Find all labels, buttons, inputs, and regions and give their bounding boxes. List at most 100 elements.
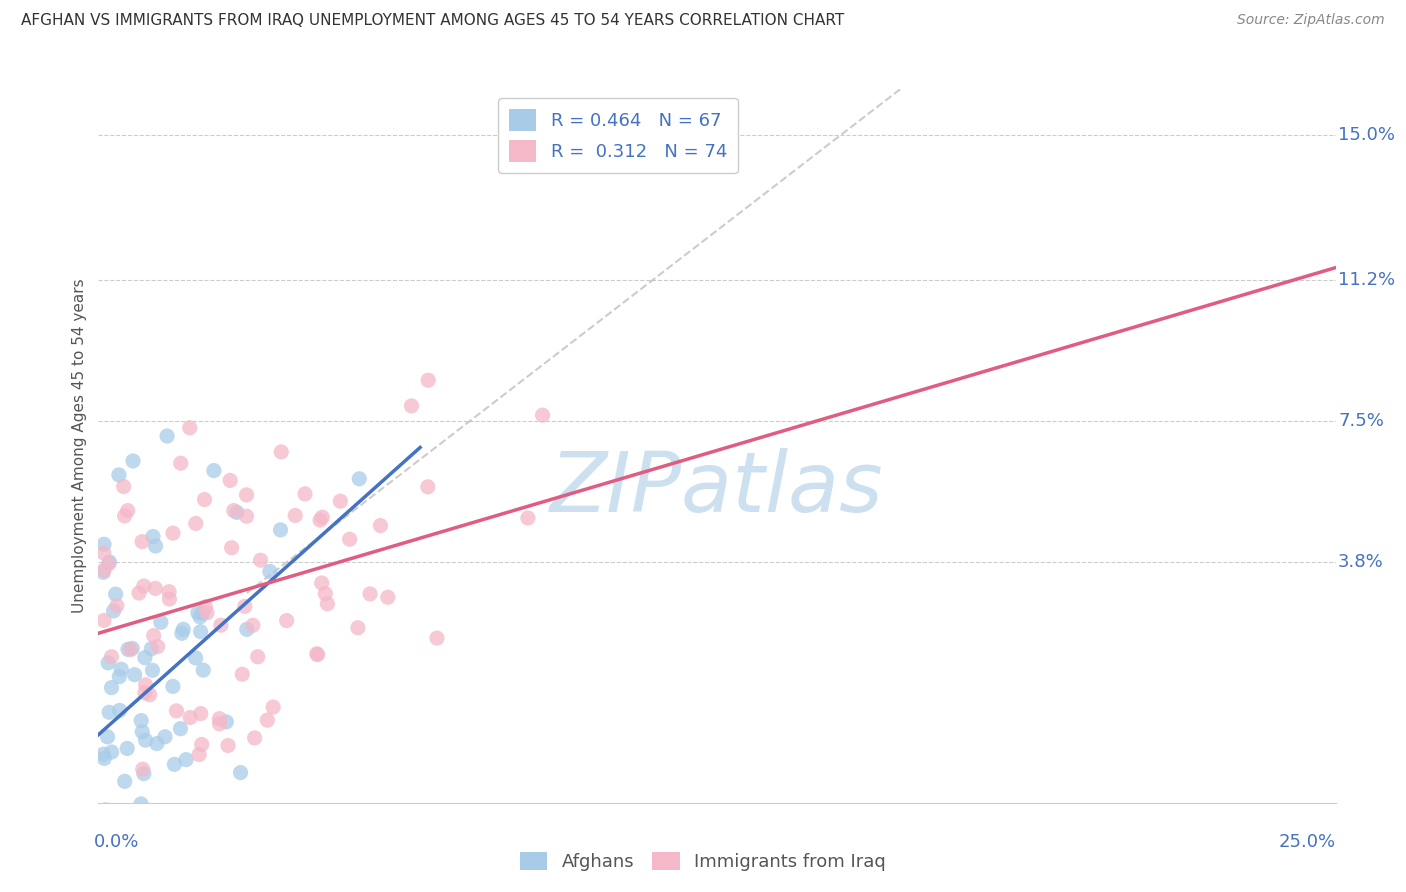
- Point: [426, 631, 449, 645]
- Point: [516, 511, 538, 525]
- Point: [270, 445, 292, 459]
- Point: [149, 615, 172, 630]
- Point: [146, 850, 169, 864]
- Point: [284, 508, 307, 523]
- Point: [132, 579, 155, 593]
- Point: [309, 513, 332, 527]
- Point: [276, 614, 298, 628]
- Point: [117, 642, 139, 657]
- Point: [93, 851, 115, 865]
- Point: [314, 586, 336, 600]
- Point: [249, 553, 271, 567]
- Point: [184, 651, 207, 665]
- Point: [294, 487, 316, 501]
- Y-axis label: Unemployment Among Ages 45 to 54 years: Unemployment Among Ages 45 to 54 years: [72, 278, 87, 614]
- Point: [131, 724, 153, 739]
- Point: [222, 503, 245, 517]
- Point: [132, 762, 155, 776]
- Point: [115, 888, 138, 892]
- Text: Source: ZipAtlas.com: Source: ZipAtlas.com: [1237, 13, 1385, 28]
- Text: 11.2%: 11.2%: [1339, 271, 1395, 289]
- Point: [195, 606, 218, 620]
- Point: [172, 622, 194, 636]
- Point: [93, 546, 115, 560]
- Point: [231, 667, 253, 681]
- Point: [142, 530, 165, 544]
- Text: AFGHAN VS IMMIGRANTS FROM IRAQ UNEMPLOYMENT AMONG AGES 45 TO 54 YEARS CORRELATIO: AFGHAN VS IMMIGRANTS FROM IRAQ UNEMPLOYM…: [21, 13, 845, 29]
- Point: [146, 640, 169, 654]
- Point: [112, 479, 135, 493]
- Point: [217, 739, 239, 753]
- Point: [108, 467, 131, 482]
- Point: [170, 626, 193, 640]
- Point: [401, 399, 423, 413]
- Point: [259, 565, 281, 579]
- Point: [202, 464, 225, 478]
- Point: [311, 510, 333, 524]
- Point: [339, 532, 361, 546]
- Point: [165, 704, 187, 718]
- Point: [305, 647, 328, 661]
- Text: 25.0%: 25.0%: [1278, 833, 1336, 851]
- Point: [131, 534, 153, 549]
- Point: [97, 557, 120, 571]
- Point: [162, 679, 184, 693]
- Point: [316, 597, 339, 611]
- Point: [184, 516, 207, 531]
- Legend: Afghans, Immigrants from Iraq: Afghans, Immigrants from Iraq: [513, 845, 893, 879]
- Point: [174, 753, 197, 767]
- Point: [162, 526, 184, 541]
- Point: [370, 518, 392, 533]
- Text: 3.8%: 3.8%: [1339, 553, 1384, 572]
- Text: 0.0%: 0.0%: [93, 833, 139, 851]
- Point: [112, 815, 135, 830]
- Point: [311, 576, 333, 591]
- Point: [359, 587, 381, 601]
- Point: [128, 586, 150, 600]
- Point: [138, 688, 160, 702]
- Point: [236, 623, 259, 637]
- Point: [193, 492, 215, 507]
- Point: [157, 592, 180, 607]
- Point: [347, 621, 370, 635]
- Point: [270, 523, 292, 537]
- Point: [209, 618, 232, 632]
- Point: [93, 852, 115, 866]
- Point: [98, 555, 121, 569]
- Point: [120, 642, 142, 657]
- Point: [188, 747, 211, 762]
- Point: [190, 738, 212, 752]
- Point: [416, 480, 439, 494]
- Point: [129, 797, 152, 811]
- Point: [219, 474, 242, 488]
- Point: [103, 604, 125, 618]
- Point: [246, 649, 269, 664]
- Point: [169, 722, 191, 736]
- Point: [121, 641, 143, 656]
- Point: [100, 649, 122, 664]
- Point: [243, 731, 266, 745]
- Point: [194, 599, 217, 614]
- Point: [129, 714, 152, 728]
- Point: [105, 599, 128, 613]
- Text: 15.0%: 15.0%: [1339, 126, 1395, 144]
- Point: [349, 472, 371, 486]
- Text: ZIPatlas: ZIPatlas: [550, 449, 884, 529]
- Point: [531, 408, 554, 422]
- Point: [93, 563, 115, 577]
- Point: [108, 703, 131, 717]
- Point: [135, 733, 157, 747]
- Point: [329, 494, 352, 508]
- Point: [163, 757, 186, 772]
- Point: [110, 662, 132, 676]
- Point: [242, 618, 264, 632]
- Point: [418, 373, 440, 387]
- Point: [134, 686, 156, 700]
- Point: [377, 591, 399, 605]
- Point: [93, 751, 115, 765]
- Point: [208, 712, 231, 726]
- Point: [179, 710, 201, 724]
- Point: [145, 539, 167, 553]
- Point: [128, 832, 150, 847]
- Point: [142, 629, 165, 643]
